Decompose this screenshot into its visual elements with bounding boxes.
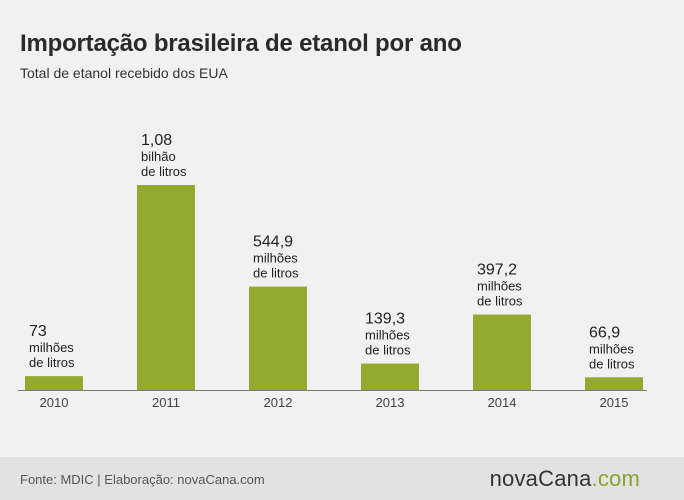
bar-2010: [25, 376, 83, 390]
bar-2015: [585, 377, 643, 390]
data-label-unit2-2011: de litros: [141, 164, 187, 179]
brand-logo: novaCana.com: [490, 466, 640, 492]
data-label-value-2012: 544,9: [253, 234, 293, 251]
data-label-unit2-2015: de litros: [589, 356, 635, 371]
data-label-value-2014: 397,2: [477, 262, 517, 279]
chart-title: Importação brasileira de etanol por ano: [20, 30, 462, 57]
bar-2012: [249, 286, 307, 390]
data-label-unit2-2013: de litros: [365, 343, 411, 358]
data-label-unit-2011: bilhão: [141, 149, 176, 164]
data-label-unit2-2010: de litros: [29, 355, 75, 370]
data-label-unit-2015: milhões: [589, 341, 634, 356]
data-label-value-2011: 1,08: [141, 132, 172, 149]
x-tick-2012: 2012: [264, 395, 293, 410]
data-label-value-2015: 66,9: [589, 324, 620, 341]
source-credit: Fonte: MDIC | Elaboração: novaCana.com: [20, 472, 265, 487]
x-tick-2015: 2015: [600, 395, 629, 410]
bar-2013: [361, 363, 419, 390]
data-label-value-2013: 139,3: [365, 311, 405, 328]
brand-suffix: .com: [591, 466, 640, 491]
chart-subtitle: Total de etanol recebido dos EUA: [20, 65, 228, 81]
data-label-unit-2013: milhões: [365, 328, 410, 343]
brand-name: novaCana: [489, 466, 592, 491]
data-label-unit-2014: milhões: [477, 279, 522, 294]
data-label-unit2-2014: de litros: [477, 294, 523, 309]
x-tick-2013: 2013: [376, 395, 405, 410]
data-label-unit-2010: milhões: [29, 340, 74, 355]
bar-2014: [473, 314, 531, 390]
data-label-unit-2012: milhões: [253, 251, 298, 266]
x-tick-2014: 2014: [488, 395, 517, 410]
data-label-unit2-2012: de litros: [253, 266, 299, 281]
x-tick-2011: 2011: [152, 395, 180, 410]
data-label-value-2010: 73: [29, 323, 47, 340]
x-tick-2010: 2010: [40, 395, 69, 410]
bar-2011: [137, 185, 195, 390]
footer-bar: Fonte: MDIC | Elaboração: novaCana.com n…: [0, 457, 684, 500]
